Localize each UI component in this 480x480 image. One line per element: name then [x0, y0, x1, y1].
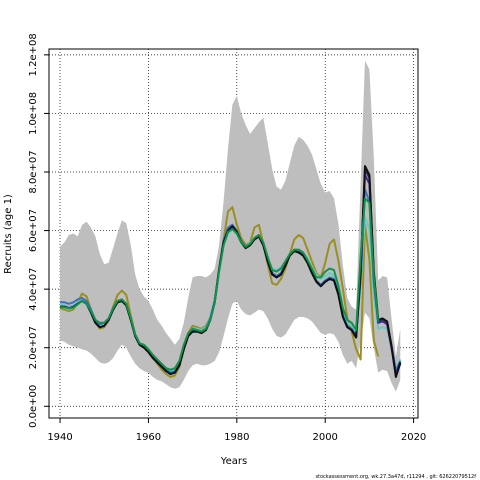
y-tick-label-6: 1.2e+08: [28, 33, 39, 76]
y-tick-label-2: 4.0e+07: [28, 268, 39, 311]
x-tick-label-1: 1960: [136, 432, 161, 443]
series-line-7: [60, 197, 380, 371]
y-axis-label: Recruits (age 1): [3, 194, 14, 274]
y-tick-label-0: 0.0e+00: [28, 385, 39, 428]
x-tick-label-3: 2000: [312, 432, 337, 443]
y-tick-label-4: 8.0e+07: [28, 150, 39, 193]
series-lines: [59, 165, 402, 378]
footer-credit: stockassessment.org, wk.27.3a47d, r11294…: [315, 474, 476, 480]
x-axis: 1940 1960 1980 2000 2020: [47, 418, 426, 443]
x-axis-label: Years: [220, 456, 247, 467]
y-tick-label-1: 2.0e+07: [28, 326, 39, 369]
plot-frame: [48, 48, 419, 419]
y-tick-label-3: 6.0e+07: [28, 209, 39, 252]
x-tick-label-2: 1980: [224, 432, 249, 443]
y-tick-label-5: 1.0e+08: [28, 92, 39, 135]
x-tick-label-4: 2020: [401, 432, 426, 443]
y-axis: 0.0e+00 2.0e+07 4.0e+07 6.0e+07 8.0e+07 1.0e+…: [28, 33, 49, 428]
x-tick-label-0: 1940: [47, 432, 72, 443]
